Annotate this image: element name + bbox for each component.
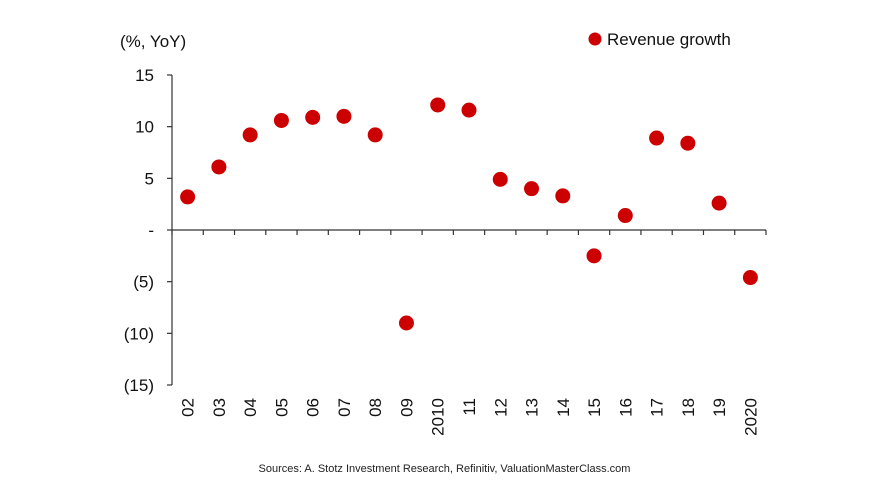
x-tick-label: 17	[648, 398, 667, 417]
y-axis-ticks: 15 10 5 - (5) (10) (15)	[124, 66, 172, 395]
data-point	[555, 188, 571, 204]
source-note: Sources: A. Stotz Investment Research, R…	[258, 463, 631, 475]
y-axis-unit-label: (%, YoY)	[120, 32, 186, 51]
data-point	[680, 135, 696, 151]
y-tick-label: (15)	[124, 376, 154, 395]
x-tick-label: 06	[304, 398, 323, 417]
y-tick-label: 5	[145, 169, 154, 188]
legend-marker	[588, 32, 602, 46]
y-tick-label: 10	[135, 118, 154, 137]
x-tick-label: 16	[616, 398, 635, 417]
x-tick-label: 05	[272, 398, 291, 417]
x-axis-ticks: 02 03 04 05 06 07 08 09 2010 11 12 13 14 15 16 17 18 19 20…	[171, 230, 767, 436]
x-tick-label: 09	[397, 398, 416, 417]
data-point	[398, 315, 414, 331]
data-point	[711, 195, 727, 211]
x-tick-label: 2020	[741, 398, 760, 436]
data-point	[180, 189, 196, 205]
axes	[171, 75, 766, 385]
data-point	[211, 159, 227, 175]
y-tick-label: -	[148, 221, 154, 240]
x-tick-label: 2010	[429, 398, 448, 436]
data-point	[524, 181, 540, 197]
x-tick-label: 04	[241, 398, 260, 417]
data-point	[305, 109, 321, 125]
data-points	[180, 97, 758, 331]
data-point	[242, 127, 258, 143]
x-tick-label: 07	[335, 398, 354, 417]
data-point	[586, 248, 602, 264]
data-point	[336, 108, 352, 124]
y-tick-label: (10)	[124, 324, 154, 343]
legend-label: Revenue growth	[607, 30, 731, 49]
x-tick-label: 18	[679, 398, 698, 417]
data-point	[492, 171, 508, 187]
x-tick-label: 02	[179, 398, 198, 417]
y-tick-label: 15	[135, 66, 154, 85]
data-point	[742, 270, 758, 286]
x-tick-label: 12	[491, 398, 510, 417]
data-point	[461, 102, 477, 118]
x-tick-label: 13	[523, 398, 542, 417]
x-tick-label: 03	[210, 398, 229, 417]
x-tick-label: 19	[710, 398, 729, 417]
data-point	[649, 130, 665, 146]
x-tick-label: 11	[460, 398, 479, 416]
x-tick-label: 08	[366, 398, 385, 417]
x-tick-label: 15	[585, 398, 604, 417]
data-point	[273, 112, 289, 128]
legend: Revenue growth	[588, 30, 731, 49]
data-point	[367, 127, 383, 143]
x-tick-label: 14	[554, 398, 573, 417]
chart: (%, YoY) Revenue growth 15 10 5 - (5) (10) (15…	[120, 30, 767, 436]
data-point	[430, 97, 446, 113]
data-point	[617, 208, 633, 224]
y-tick-label: (5)	[133, 273, 154, 292]
